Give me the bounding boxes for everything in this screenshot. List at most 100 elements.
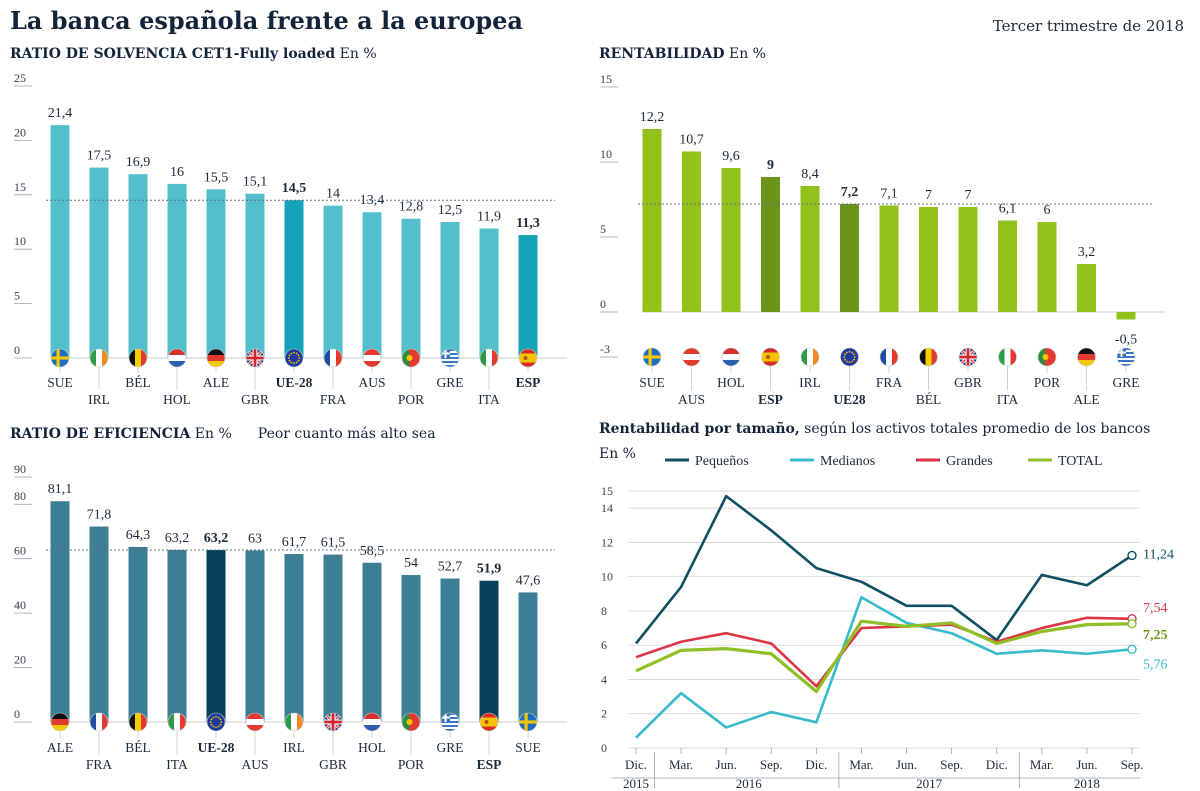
period-label: Tercer trimestre de 2018 — [992, 17, 1184, 35]
category-label: POR — [398, 392, 424, 407]
value-label: 16 — [170, 165, 184, 180]
legend-label: Medianos — [820, 454, 875, 469]
bar-esp — [518, 235, 538, 358]
y-tick-label: 0 — [601, 741, 607, 755]
flag — [128, 712, 148, 732]
value-label: 63,2 — [204, 531, 229, 546]
category-label: BÉL — [125, 375, 151, 390]
flag — [761, 347, 780, 367]
category-label: ALE — [203, 375, 229, 390]
bar-fra — [89, 526, 109, 722]
netherlands-flag-icon — [722, 348, 740, 366]
category-label: SUE — [47, 375, 73, 390]
flag — [89, 712, 109, 732]
y-tick-label: 20 — [14, 125, 26, 139]
italy-flag-icon — [480, 349, 498, 367]
flag — [721, 347, 741, 367]
value-label: 7,2 — [841, 185, 859, 200]
bar-sue — [518, 592, 538, 722]
category-label: ALE — [1073, 392, 1099, 407]
series-line-pequenos — [634, 494, 1133, 645]
x-tick-label: Sep. — [760, 757, 783, 772]
bar-gre — [1116, 312, 1136, 320]
efficiency-chart-unit: En % — [194, 426, 232, 442]
x-tick-label: Dic. — [986, 757, 1008, 772]
value-label: 7,1 — [880, 187, 898, 202]
size-chart-subtitle: según los activos totales promedio de lo… — [804, 421, 1151, 437]
bar-hol — [167, 183, 187, 358]
y-tick-label: 8 — [601, 604, 607, 618]
x-tick-label: Jun. — [716, 757, 737, 772]
value-label: 8,4 — [801, 167, 819, 182]
france-flag-icon — [880, 348, 898, 366]
value-label: 63 — [248, 532, 262, 547]
france-flag-icon — [324, 349, 342, 367]
value-label: 47,6 — [516, 573, 541, 588]
category-label: GBR — [241, 392, 269, 407]
x-tick-label: Sep. — [1121, 757, 1144, 772]
eu-flag-icon — [840, 348, 859, 366]
y-tick-label: 0 — [14, 343, 20, 357]
y-tick-label: 10 — [601, 570, 613, 584]
bar-gre — [440, 578, 460, 722]
profit-chart-title: RENTABILIDAD — [599, 46, 725, 62]
y-tick-label: 4 — [601, 672, 607, 686]
ireland-flag-icon — [285, 713, 303, 731]
value-label: 15,1 — [243, 175, 268, 190]
value-label: 12,5 — [438, 203, 463, 218]
solvency-chart-unit: En % — [339, 46, 377, 62]
flag — [479, 712, 499, 732]
series-line-total — [635, 619, 1133, 694]
legend-label: TOTAL — [1058, 454, 1103, 469]
spain-flag-icon — [761, 348, 780, 366]
germany-flag-icon — [1077, 348, 1096, 366]
greece-flag-icon — [441, 713, 459, 731]
y-tick-label: 2 — [601, 707, 607, 721]
value-label: 11,3 — [516, 216, 540, 231]
austria-flag-icon — [682, 348, 701, 366]
category-label: UE-28 — [198, 740, 235, 755]
flag — [128, 348, 148, 368]
portugal-flag-icon — [1038, 348, 1056, 366]
bar-hol — [362, 562, 382, 722]
uk-flag-icon — [959, 348, 977, 366]
bar-por — [1037, 222, 1057, 312]
y-tick-label: 10 — [14, 234, 26, 248]
bar-sue — [50, 125, 70, 358]
value-label: 64,3 — [126, 528, 151, 543]
flag — [518, 712, 538, 732]
ireland-flag-icon — [90, 349, 108, 367]
bar-bél — [919, 207, 938, 312]
x-tick-label: Dic. — [805, 757, 827, 772]
bar-por — [401, 218, 421, 358]
flag — [206, 712, 226, 732]
bar-ita — [167, 549, 187, 722]
bar-ale — [1077, 264, 1096, 312]
category-label: GBR — [954, 375, 982, 390]
value-label: 63,2 — [165, 531, 190, 546]
italy-flag-icon — [168, 713, 186, 731]
flag — [50, 712, 70, 732]
value-label: 54 — [404, 556, 418, 571]
end-value-label: 5,76 — [1143, 657, 1168, 672]
value-label: 58,5 — [360, 544, 385, 559]
spain-flag-icon — [480, 713, 498, 731]
austria-flag-icon — [363, 349, 381, 367]
category-label: HOL — [163, 392, 191, 407]
bar-esp — [761, 177, 780, 312]
page-title: La banca española frente a la europea — [10, 6, 523, 35]
bar-bél — [128, 546, 148, 722]
germany-flag-icon — [51, 713, 69, 731]
flag — [1077, 347, 1096, 367]
bar-aus — [682, 151, 701, 312]
value-label: -0,5 — [1115, 333, 1137, 348]
value-label: 3,2 — [1078, 245, 1096, 260]
category-label: AUS — [241, 757, 268, 772]
y-tick-label: 25 — [14, 71, 26, 85]
flag — [323, 348, 343, 368]
bar-esp — [479, 580, 499, 722]
value-label: 12,8 — [399, 200, 424, 215]
flag — [642, 347, 662, 367]
